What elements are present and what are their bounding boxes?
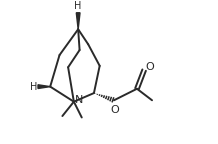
Polygon shape xyxy=(76,13,80,29)
Text: N: N xyxy=(75,95,83,105)
Text: O: O xyxy=(110,105,119,115)
Text: H: H xyxy=(30,82,37,92)
Text: O: O xyxy=(145,62,154,72)
Text: H: H xyxy=(75,1,82,11)
Polygon shape xyxy=(38,85,50,89)
